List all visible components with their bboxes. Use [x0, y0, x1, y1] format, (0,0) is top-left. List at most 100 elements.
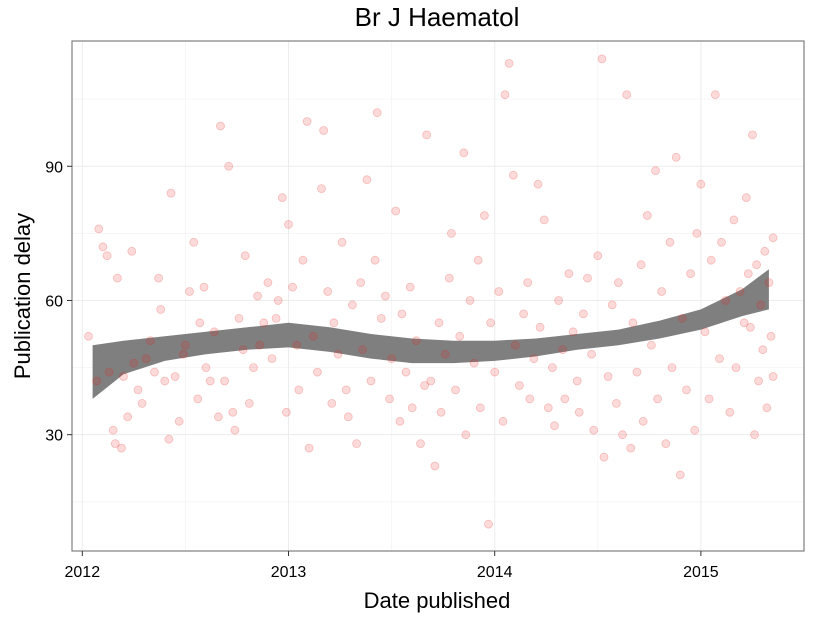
data-point	[436, 407, 446, 417]
data-point	[589, 425, 599, 435]
y-tick-label: 60	[45, 293, 63, 310]
data-point	[519, 309, 528, 319]
data-point	[259, 318, 269, 328]
data-point	[356, 278, 366, 288]
data-point	[416, 439, 425, 449]
data-point	[255, 340, 265, 350]
data-point	[760, 246, 770, 256]
data-point	[411, 336, 421, 346]
data-point	[515, 381, 524, 390]
data-point	[292, 340, 302, 350]
data-point	[395, 416, 405, 426]
data-point	[667, 363, 677, 373]
data-point	[308, 331, 318, 341]
data-point	[129, 358, 139, 368]
data-point	[729, 215, 739, 225]
data-point	[725, 407, 735, 417]
data-point	[178, 349, 188, 359]
data-point	[715, 354, 724, 364]
data-point	[752, 260, 761, 270]
data-point	[201, 363, 211, 373]
data-point	[170, 372, 180, 381]
data-point	[525, 394, 535, 404]
data-point	[426, 376, 436, 386]
data-point	[692, 228, 702, 238]
data-point	[700, 327, 710, 337]
data-point	[754, 376, 763, 386]
data-point	[234, 313, 244, 323]
data-point	[387, 354, 397, 364]
data-point	[284, 219, 293, 229]
chart-title: Br J Haematol	[355, 2, 520, 32]
data-point	[238, 345, 248, 355]
data-point	[671, 152, 681, 162]
data-point	[271, 313, 281, 323]
data-point	[721, 296, 730, 305]
data-point	[469, 358, 479, 368]
data-point	[764, 278, 774, 288]
data-point	[657, 287, 667, 296]
data-point	[277, 193, 287, 203]
data-point	[213, 412, 223, 422]
data-point	[108, 425, 118, 435]
x-tick-label: 2013	[271, 564, 307, 581]
data-point	[529, 354, 539, 364]
data-point	[220, 376, 230, 386]
data-point	[677, 313, 687, 323]
data-point	[434, 318, 444, 328]
data-point	[500, 90, 510, 100]
data-point	[593, 251, 603, 261]
data-point	[746, 322, 755, 332]
data-point	[508, 170, 518, 180]
data-point	[376, 313, 386, 323]
data-point	[302, 117, 312, 126]
data-point	[498, 416, 508, 426]
data-point	[560, 394, 570, 404]
data-point	[333, 349, 343, 359]
data-point	[583, 273, 592, 283]
data-point	[420, 381, 430, 390]
data-point	[440, 349, 450, 359]
data-point	[341, 385, 351, 395]
data-point	[405, 282, 415, 292]
data-point	[154, 273, 164, 283]
data-point	[743, 269, 753, 279]
data-point	[267, 354, 277, 364]
data-point	[548, 363, 557, 373]
data-point	[327, 398, 337, 408]
data-point	[665, 237, 675, 247]
y-axis-title: Publication delay	[10, 213, 35, 379]
data-point	[98, 242, 108, 252]
data-point	[164, 434, 174, 444]
data-point	[651, 166, 660, 176]
data-point	[446, 228, 456, 238]
data-point	[543, 403, 553, 413]
data-point	[244, 398, 254, 408]
data-point	[249, 363, 258, 373]
data-point	[731, 363, 741, 373]
data-point	[564, 269, 574, 279]
data-point	[380, 291, 390, 301]
data-point	[430, 461, 440, 471]
data-point	[539, 215, 549, 225]
data-point	[391, 206, 401, 216]
data-point	[385, 394, 394, 404]
data-point	[102, 251, 112, 261]
data-point	[323, 287, 333, 296]
data-point	[636, 260, 646, 270]
data-point	[473, 255, 483, 265]
data-point	[372, 108, 382, 117]
data-point	[127, 246, 137, 256]
data-point	[347, 300, 357, 310]
data-point	[523, 278, 533, 288]
data-point	[486, 318, 496, 328]
data-point	[587, 349, 596, 359]
data-point	[216, 121, 225, 131]
data-point	[166, 188, 176, 198]
data-point	[185, 287, 194, 296]
data-point	[137, 398, 147, 408]
data-point	[504, 59, 514, 68]
data-point	[455, 331, 465, 341]
data-point	[607, 300, 617, 310]
